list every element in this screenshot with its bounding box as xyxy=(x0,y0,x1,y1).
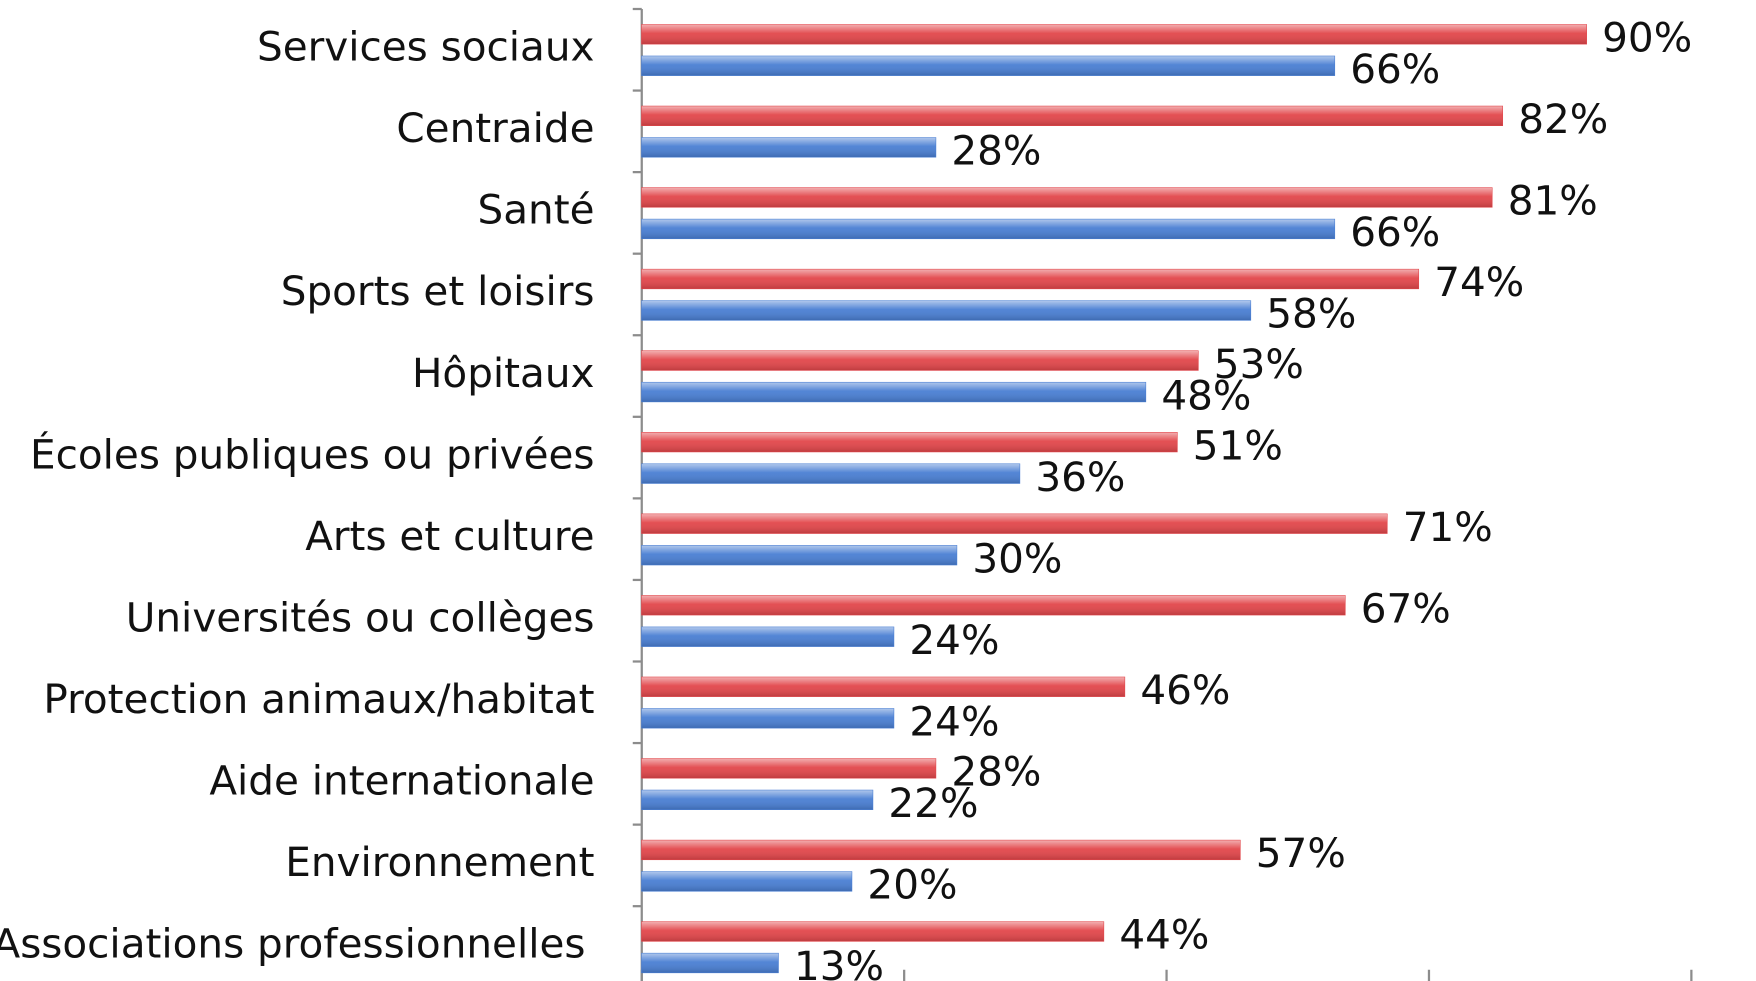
value-label: 57% xyxy=(1256,829,1346,877)
value-label: 20% xyxy=(867,861,957,909)
category-label: Aide internationale xyxy=(209,757,594,805)
bar-shine xyxy=(641,627,894,647)
value-label: 66% xyxy=(1350,45,1440,93)
category-label: Hôpitaux xyxy=(412,349,595,397)
value-label: 66% xyxy=(1350,208,1440,256)
bar-shine xyxy=(641,953,779,973)
bar-shine xyxy=(641,790,873,810)
bar-shine xyxy=(641,24,1587,44)
bar-shine xyxy=(641,269,1419,289)
value-label: 44% xyxy=(1119,911,1209,959)
value-label: 71% xyxy=(1403,503,1493,551)
bar-shine xyxy=(641,300,1251,321)
category-label: Protection animaux/habitat xyxy=(43,675,594,723)
category-label: Arts et culture xyxy=(305,512,594,560)
bar-shine xyxy=(641,219,1335,239)
bar-shine xyxy=(641,545,957,565)
bar-shine xyxy=(641,840,1241,860)
value-label: 51% xyxy=(1193,421,1283,469)
bar-shine xyxy=(641,187,1492,207)
value-label: 74% xyxy=(1434,258,1524,306)
value-label: 13% xyxy=(794,942,884,981)
category-label: Sports et loisirs xyxy=(281,267,595,315)
bar-shine xyxy=(641,595,1345,615)
category-label: Santé xyxy=(478,186,595,234)
value-label: 82% xyxy=(1518,95,1608,143)
category-label: Universités ou collèges xyxy=(126,593,595,641)
bar-shine xyxy=(641,382,1146,402)
value-label: 28% xyxy=(951,127,1041,175)
value-label: 58% xyxy=(1266,290,1356,338)
bar-shine xyxy=(641,106,1503,126)
bar-shine xyxy=(641,432,1178,452)
bar-shine xyxy=(641,708,894,728)
value-label: 24% xyxy=(909,616,999,664)
value-label: 28% xyxy=(951,748,1041,796)
bar-shine xyxy=(641,871,852,891)
category-label: Écoles publiques ou privées xyxy=(30,430,594,478)
category-label: Centraide xyxy=(396,104,594,152)
bar-shine xyxy=(641,56,1335,76)
bar-shine xyxy=(641,677,1125,697)
value-label: 46% xyxy=(1140,666,1230,714)
value-label: 22% xyxy=(888,779,978,827)
bar-shine xyxy=(641,514,1387,534)
value-label: 81% xyxy=(1508,177,1598,225)
category-label: Services sociaux xyxy=(257,23,595,71)
value-label: 48% xyxy=(1161,371,1251,419)
category-label: Associations professionnelles xyxy=(0,920,586,968)
bar-shine xyxy=(641,351,1199,371)
bar-shine xyxy=(641,137,936,157)
value-label: 30% xyxy=(972,534,1062,582)
value-label: 67% xyxy=(1361,584,1451,632)
bar-shine xyxy=(641,464,1020,484)
value-label: 36% xyxy=(1035,453,1125,501)
value-label: 24% xyxy=(909,698,999,746)
bar-shine xyxy=(641,921,1104,942)
category-label: Environnement xyxy=(285,838,594,886)
value-label: 90% xyxy=(1602,14,1692,62)
value-label: 53% xyxy=(1214,340,1304,388)
bar-shine xyxy=(641,758,936,778)
